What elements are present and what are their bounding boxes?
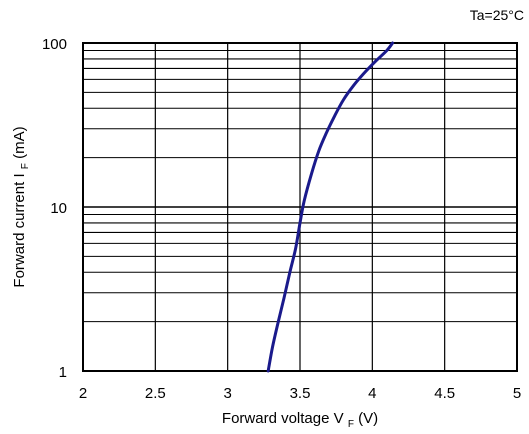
x-tick-label: 2: [79, 385, 87, 402]
x-tick-label: 3.5: [290, 385, 311, 402]
plot-frame: [82, 42, 518, 372]
x-axis-label: Forward voltage V F (V): [222, 410, 378, 431]
y-axis-label: Forward current I F (mA): [11, 126, 32, 287]
y-tick-label: 1: [59, 364, 67, 381]
y-axis-label-unit: (mA): [11, 126, 28, 159]
ta-annotation: Ta=25°C: [470, 7, 524, 23]
y-tick-label: 100: [42, 36, 67, 53]
plot-area-border: [82, 42, 518, 372]
x-tick-label: 2.5: [145, 385, 166, 402]
y-axis-label-main: Forward current I: [11, 173, 28, 287]
y-tick-label: 10: [50, 200, 67, 217]
x-axis-label-sub: F: [348, 419, 354, 430]
x-tick-label: 4.5: [434, 385, 455, 402]
series-layer: [266, 41, 395, 373]
y-axis-label-sub: F: [20, 163, 31, 169]
tick-labels: 2 2.5 3 3.5 4 4.5 5 1 10 100: [42, 36, 521, 402]
x-tick-label: 5: [513, 385, 521, 402]
forward-current-curve: [266, 41, 395, 373]
x-axis-label-main: Forward voltage V: [222, 410, 344, 427]
grid: [82, 42, 518, 372]
x-tick-label: 4: [368, 385, 376, 402]
x-axis-label-unit: (V): [358, 410, 378, 427]
x-tick-label: 3: [223, 385, 231, 402]
